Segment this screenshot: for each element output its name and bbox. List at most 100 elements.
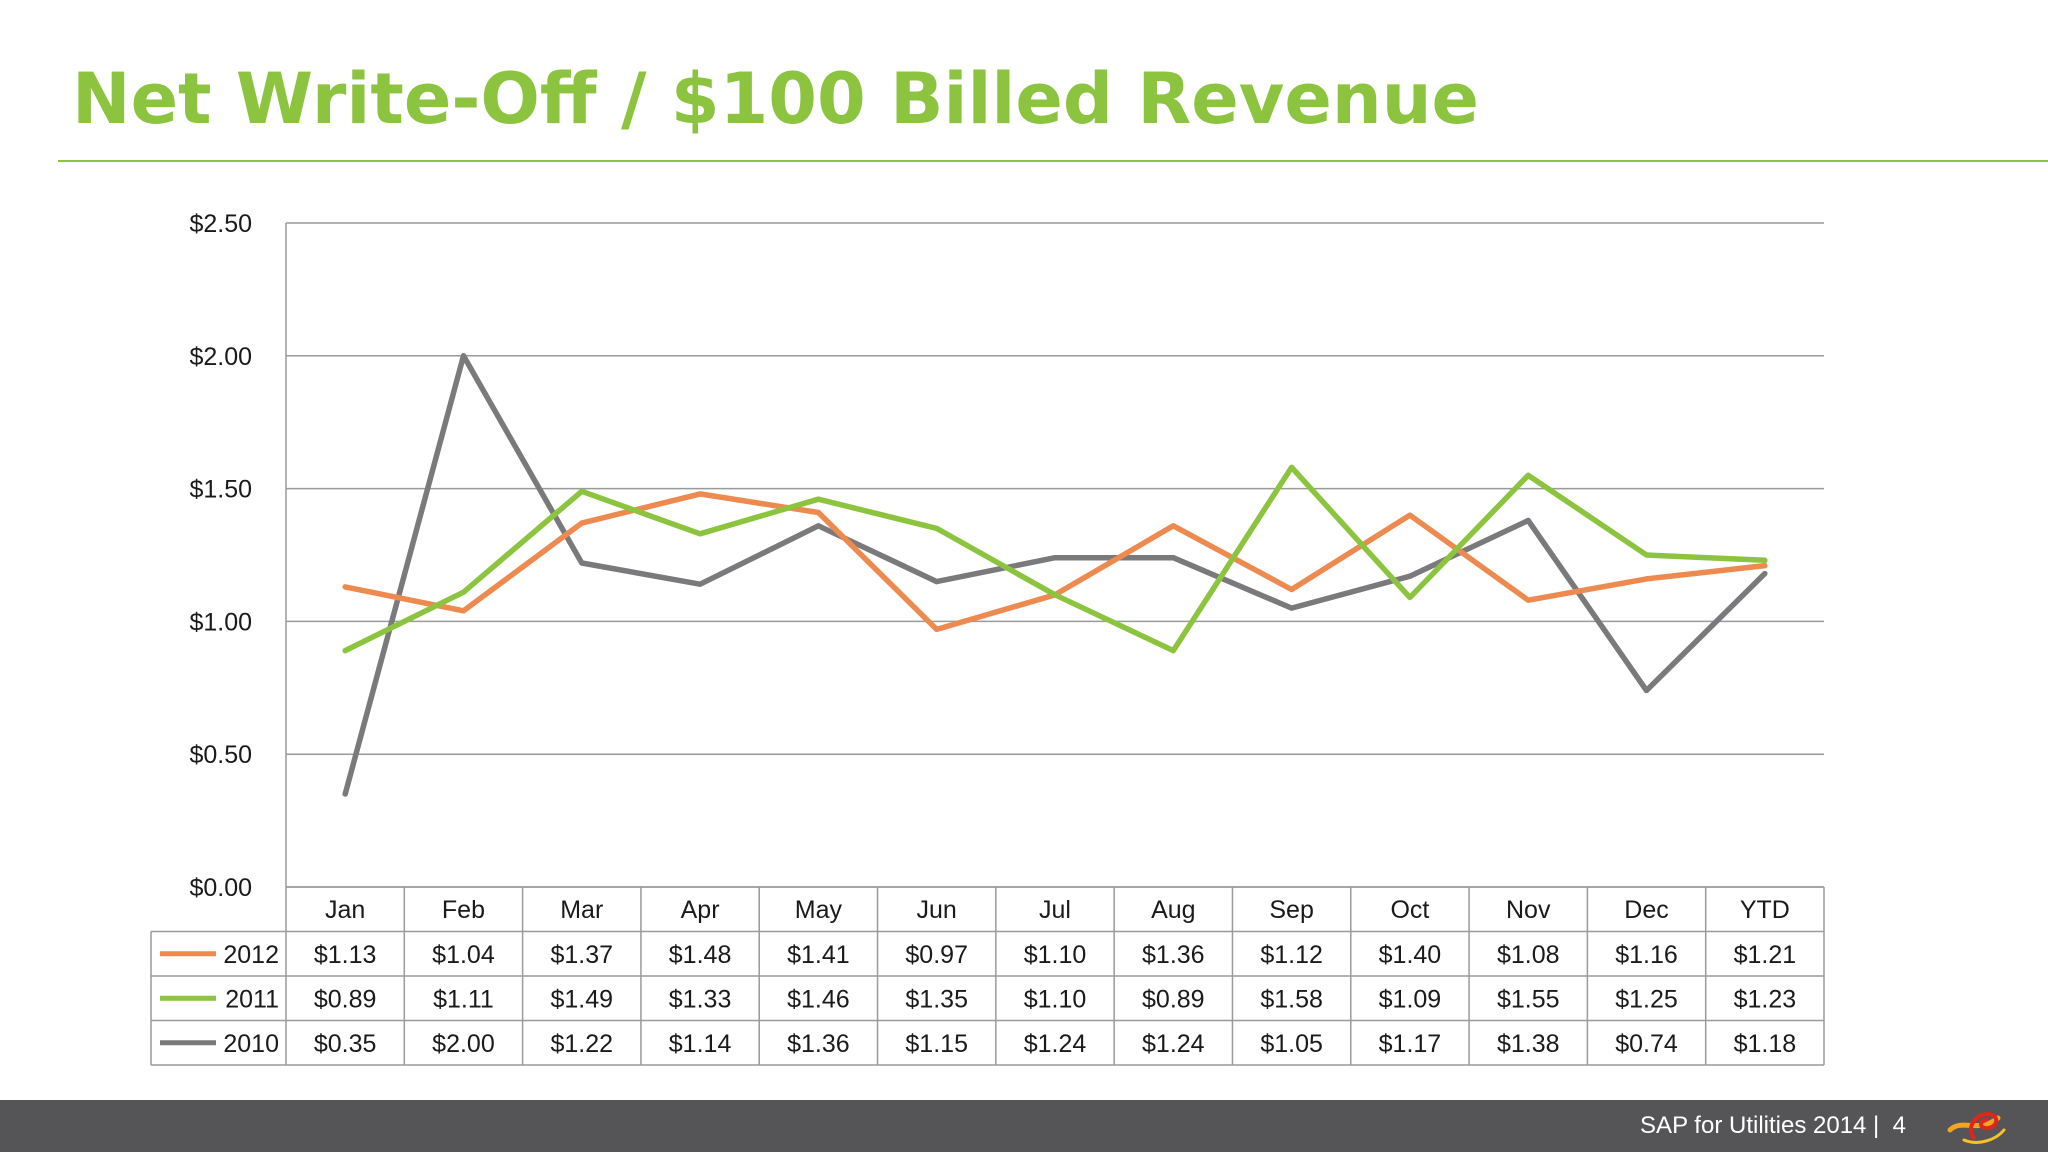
data-point-2010: [1170, 555, 1176, 561]
data-table-cell: $1.10: [1024, 985, 1087, 1013]
data-table-cell: $1.36: [787, 1030, 850, 1058]
data-point-2011: [1289, 464, 1295, 470]
data-table-cell: $1.21: [1734, 941, 1797, 969]
data-table-cell: $0.35: [314, 1030, 377, 1058]
slide-title: Net Write-Off / $100 Billed Revenue: [72, 58, 1480, 140]
x-category-label: Aug: [1151, 896, 1195, 924]
data-point-2012: [815, 510, 821, 516]
data-point-2010: [1052, 555, 1058, 561]
data-table-cell: $1.38: [1497, 1030, 1560, 1058]
data-point-2011: [934, 525, 940, 531]
x-category-label: Feb: [442, 896, 485, 924]
data-point-2012: [1289, 587, 1295, 593]
data-table-cell: $1.09: [1379, 985, 1442, 1013]
series-line-2010: [342, 353, 1768, 797]
data-table-cell: $1.40: [1379, 941, 1442, 969]
data-point-2011: [342, 648, 348, 654]
data-table-cell: $1.24: [1024, 1030, 1087, 1058]
data-table-cell: $1.05: [1260, 1030, 1323, 1058]
data-point-2011: [1052, 592, 1058, 598]
data-point-2012: [460, 608, 466, 614]
data-point-2010: [815, 523, 821, 529]
data-table-cell: $1.33: [669, 985, 732, 1013]
data-point-2012: [1407, 512, 1413, 518]
data-table-cell: $1.13: [314, 941, 377, 969]
x-category-label: Apr: [681, 896, 720, 924]
data-table-cell: $0.89: [314, 985, 377, 1013]
x-category-label: Nov: [1506, 896, 1551, 924]
title-divider: [58, 160, 2048, 162]
data-point-2011: [1525, 472, 1531, 478]
x-category-label: YTD: [1740, 896, 1790, 924]
legend-label-2011: 2011: [225, 985, 279, 1013]
data-table-cell: $1.11: [433, 985, 494, 1013]
y-tick-label: $1.00: [189, 608, 252, 636]
data-point-2012: [934, 626, 940, 632]
y-tick-label: $2.00: [189, 343, 252, 371]
legend-label-2012: 2012: [223, 941, 279, 969]
footer-text: SAP for Utilities 2014 | 4: [1640, 1112, 1906, 1140]
data-table-cell: $1.16: [1615, 941, 1678, 969]
data-table-cell: $2.00: [432, 1030, 495, 1058]
x-category-label: Mar: [560, 896, 603, 924]
data-table-cell: $1.46: [787, 985, 850, 1013]
data-point-2010: [1762, 571, 1768, 577]
data-table-cell: $1.17: [1379, 1030, 1442, 1058]
data-table-cell: $1.49: [550, 985, 613, 1013]
x-category-label: Jan: [325, 896, 365, 924]
data-point-2012: [342, 584, 348, 590]
y-tick-label: $1.50: [189, 476, 252, 504]
data-point-2012: [697, 491, 703, 497]
data-table-cell: $1.41: [787, 941, 850, 969]
x-category-label: Sep: [1269, 896, 1313, 924]
data-table-cell: $1.36: [1142, 941, 1205, 969]
data-point-2011: [1170, 648, 1176, 654]
data-point-2011: [579, 488, 585, 494]
data-point-2010: [579, 560, 585, 566]
data-point-2010: [934, 579, 940, 585]
y-tick-label: $0.00: [189, 874, 252, 902]
data-point-2012: [1644, 576, 1650, 582]
footer-label: SAP for Utilities 2014 |: [1640, 1112, 1880, 1139]
data-table-cell: $1.37: [550, 941, 613, 969]
data-table-cell: $0.97: [905, 941, 968, 969]
data-table-cell: $1.55: [1497, 985, 1560, 1013]
data-point-2011: [697, 531, 703, 537]
data-point-2010: [460, 353, 466, 359]
data-point-2011: [1762, 557, 1768, 563]
page-number: 4: [1892, 1112, 1906, 1139]
data-point-2010: [1289, 605, 1295, 611]
y-tick-label: $2.50: [189, 210, 252, 238]
x-category-label: Jun: [917, 896, 957, 924]
data-table-cell: $1.23: [1734, 985, 1797, 1013]
company-logo-icon: [1947, 1111, 2006, 1144]
data-table-cell: $1.22: [550, 1030, 613, 1058]
data-point-2010: [1407, 573, 1413, 579]
data-table-cell: $1.08: [1497, 941, 1560, 969]
data-table-cell: $0.74: [1615, 1030, 1678, 1058]
data-table-cell: $1.12: [1260, 941, 1323, 969]
data-point-2010: [1525, 517, 1531, 523]
data-table-cell: $1.24: [1142, 1030, 1205, 1058]
data-point-2012: [1170, 523, 1176, 529]
x-category-label: Oct: [1390, 896, 1429, 924]
data-table-cell: $1.48: [669, 941, 732, 969]
data-point-2012: [579, 520, 585, 526]
data-point-2010: [342, 791, 348, 797]
x-category-label: May: [795, 896, 843, 924]
x-category-label: Jul: [1039, 896, 1071, 924]
data-point-2011: [815, 496, 821, 502]
data-point-2012: [1525, 597, 1531, 603]
footer-bar: SAP for Utilities 2014 | 4: [0, 1100, 2048, 1152]
data-table-cell: $1.25: [1615, 985, 1678, 1013]
data-point-2011: [1644, 552, 1650, 558]
x-category-label: Dec: [1624, 896, 1668, 924]
data-table-cell: $1.18: [1734, 1030, 1797, 1058]
data-table-cell: $1.35: [905, 985, 968, 1013]
data-table-cell: $1.14: [669, 1030, 732, 1058]
data-point-2012: [1762, 563, 1768, 569]
data-table-cell: $1.10: [1024, 941, 1087, 969]
data-point-2010: [697, 581, 703, 587]
data-point-2010: [1644, 687, 1650, 693]
y-tick-label: $0.50: [189, 741, 252, 769]
